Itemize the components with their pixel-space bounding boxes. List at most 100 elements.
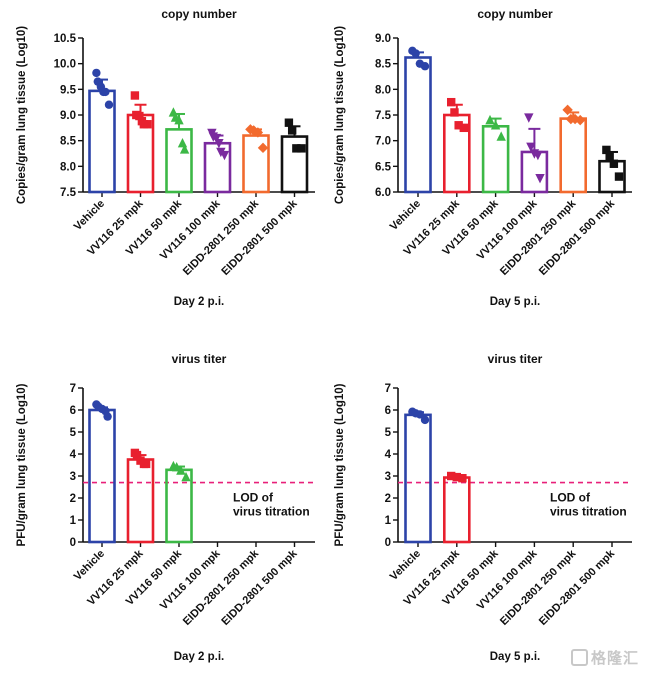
y-tick-label: 0	[70, 537, 76, 549]
y-tick-label: 3	[385, 471, 391, 483]
data-point	[458, 474, 467, 483]
x-axis-label: Day 5 p.i.	[490, 651, 541, 663]
data-point	[211, 133, 222, 144]
x-tick-label: EIDD-2801 500 mpk	[537, 547, 618, 628]
data-point	[287, 126, 297, 135]
y-tick-label: 4	[385, 449, 392, 461]
y-tick-label: 7.0	[375, 136, 391, 148]
brand-logo-icon	[570, 649, 588, 666]
data-point	[411, 49, 420, 58]
y-tick-label: 9.0	[60, 110, 76, 122]
data-point	[535, 173, 545, 184]
data-point	[450, 108, 459, 117]
data-point	[415, 410, 425, 419]
data-point	[420, 415, 430, 425]
y-axis-label: PFU/gram lung tissue (Log10)	[16, 383, 28, 546]
bar	[88, 408, 116, 544]
chart-title: copy number	[161, 7, 237, 21]
watermark: 格隆汇	[570, 647, 639, 668]
data-point	[452, 472, 461, 482]
x-tick-label: EIDD-2801 500 mpk	[219, 547, 300, 628]
y-tick-label: 7.5	[375, 110, 392, 122]
data-point	[575, 114, 586, 126]
watermark-text: 格隆汇	[590, 650, 639, 667]
data-point	[420, 62, 430, 71]
data-point	[609, 159, 619, 168]
data-point	[176, 465, 186, 475]
data-point	[447, 471, 456, 481]
bar	[442, 476, 471, 544]
bar	[559, 117, 588, 194]
y-tick-label: 7	[385, 383, 391, 395]
chart-panel-4: virus titer PFU/gram lung tissue (Log10) 0…	[334, 352, 632, 663]
x-axis-label: Day 5 p.i.	[490, 296, 541, 308]
x-tick-label: Vehicle	[72, 198, 107, 233]
data-point	[92, 68, 101, 78]
lod-label-line2: virus titration	[233, 505, 310, 519]
y-axis-label: PFU/gram lung tissue (Log10)	[334, 383, 346, 546]
y-tick-label: 4	[70, 449, 77, 461]
data-point	[214, 139, 224, 149]
data-point	[141, 459, 151, 469]
lod-label-line1: LOD of	[550, 491, 591, 505]
y-tick-label: 3	[70, 471, 76, 483]
y-tick-label: 1	[385, 515, 392, 527]
y-tick-label: 8.0	[60, 161, 76, 173]
data-point	[602, 145, 611, 155]
data-point	[485, 114, 495, 125]
data-point	[177, 138, 188, 148]
y-tick-label: 8.5	[60, 136, 77, 148]
y-tick-label: 7	[70, 383, 76, 395]
data-point	[526, 142, 536, 153]
x-tick-label: EIDD-2801 250 mpk	[498, 197, 579, 278]
bar	[203, 141, 232, 194]
data-point	[496, 131, 506, 141]
x-tick-label: EIDD-2801 250 mpk	[181, 547, 262, 628]
y-tick-label: 5	[385, 427, 392, 439]
chart-title: virus titer	[488, 352, 543, 366]
y-tick-label: 1	[70, 515, 77, 527]
chart-panel-3: virus titer PFU/gram lung tissue (Log10) 0…	[16, 352, 315, 663]
data-point	[132, 450, 142, 460]
chart-panel-2: copy number Copies/gram lung tissue (Log1…	[334, 7, 632, 308]
data-point	[490, 120, 501, 130]
data-point	[174, 114, 184, 125]
data-point	[219, 150, 230, 161]
x-axis-label: Day 2 p.i.	[174, 296, 225, 308]
data-point	[104, 100, 114, 109]
data-point	[459, 123, 468, 133]
y-axis-label: Copies/gram lung tissue (Log10)	[16, 26, 28, 204]
y-tick-label: 5	[70, 427, 77, 439]
x-tick-label: Vehicle	[388, 198, 423, 233]
data-point	[454, 121, 463, 130]
x-tick-label: EIDD-2801 500 mpk	[537, 197, 618, 278]
y-tick-label: 2	[385, 493, 391, 505]
chart-panel-1: copy number Copies/gram lung tissue (Log1…	[16, 7, 315, 308]
y-tick-label: 6	[385, 405, 391, 417]
y-tick-label: 2	[70, 493, 76, 505]
bar	[165, 128, 193, 194]
data-point	[179, 144, 190, 154]
data-point	[614, 172, 624, 181]
data-point	[284, 118, 294, 127]
bar	[481, 124, 510, 194]
data-point	[252, 127, 264, 138]
y-tick-label: 8.5	[375, 59, 392, 71]
bar	[126, 458, 155, 544]
data-point	[562, 104, 573, 116]
y-tick-label: 9.0	[375, 33, 391, 45]
x-axis-label: Day 2 p.i.	[174, 651, 225, 663]
data-point	[533, 150, 543, 161]
y-tick-label: 9.5	[60, 84, 77, 96]
data-point	[130, 91, 140, 100]
data-point	[101, 87, 110, 97]
x-tick-label: EIDD-2801 500 mpk	[219, 197, 300, 278]
x-tick-label: EIDD-2801 250 mpk	[181, 197, 262, 278]
x-tick-label: EIDD-2801 250 mpk	[498, 547, 579, 628]
y-axis-label: Copies/gram lung tissue (Log10)	[334, 26, 346, 204]
y-tick-label: 6	[70, 405, 76, 417]
y-tick-label: 10.0	[54, 59, 76, 71]
data-point	[297, 144, 306, 153]
y-tick-label: 6.5	[375, 161, 392, 173]
chart-title: virus titer	[172, 352, 227, 366]
